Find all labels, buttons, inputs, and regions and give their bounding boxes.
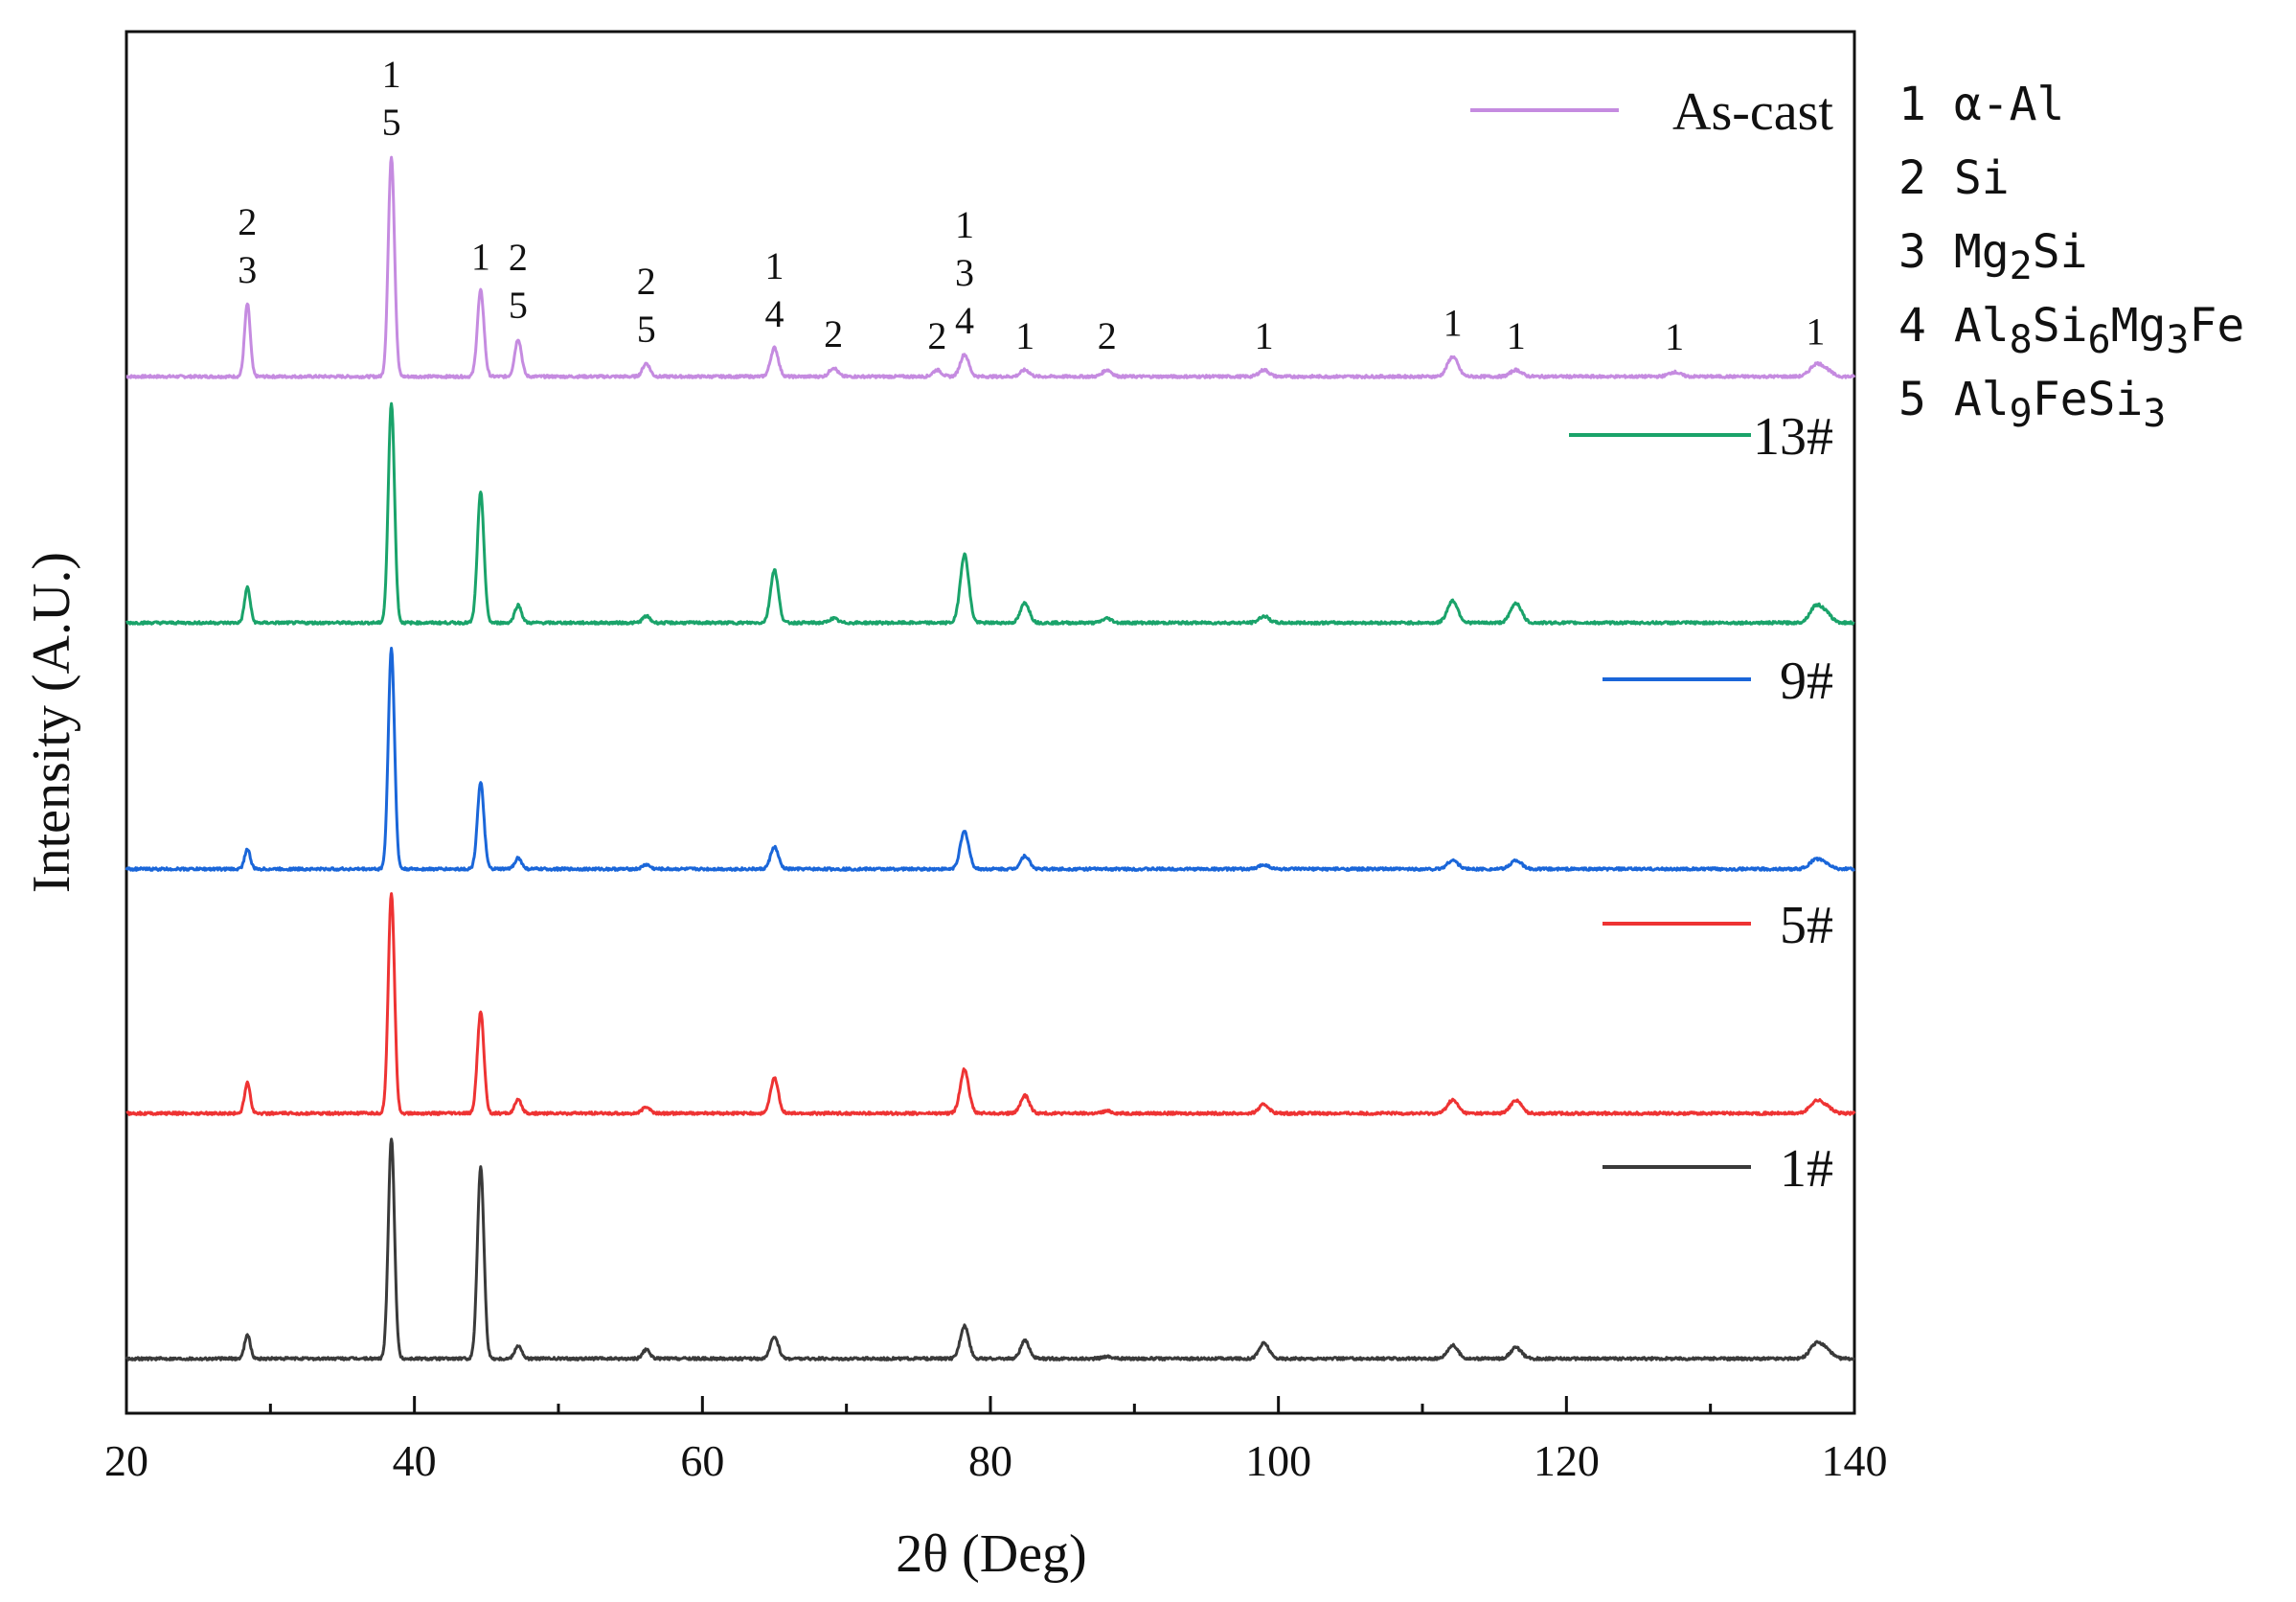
peak-label: 2: [1098, 314, 1117, 357]
phase-name-part: Fe: [2189, 299, 2244, 353]
phase-subscript: 9: [2010, 392, 2033, 436]
peak-label: 1: [1444, 301, 1463, 344]
phase-name-part: Mg: [2111, 299, 2167, 353]
peak-label: 5: [637, 308, 656, 351]
series-legend: As-cast 13# 9# 5# 1#: [1470, 82, 1833, 1199]
series-line-4: [125, 1137, 1855, 1362]
phase-number: 2: [1898, 151, 1926, 205]
peak-label: 1: [955, 203, 974, 246]
phase-number: 3: [1898, 225, 1926, 279]
phase-name: Si: [1954, 151, 2010, 205]
plot-frame: [125, 30, 1856, 1415]
series-traces: [125, 155, 1856, 1362]
phase-number: 5: [1898, 373, 1926, 426]
series-line-2: [125, 646, 1856, 872]
phase-legend-item: 5 Al9FeSi3: [1898, 373, 2166, 436]
phase-name: Al: [1954, 299, 2010, 353]
series-line-1: [125, 401, 1855, 626]
x-tick-label: 20: [104, 1436, 148, 1485]
peak-label: 3: [238, 248, 257, 291]
peak-label: 1: [382, 53, 401, 96]
x-tick-label: 60: [680, 1436, 724, 1485]
peak-label: 2: [238, 200, 257, 243]
legend-label: 5#: [1780, 896, 1833, 955]
phase-name-part: Si: [2033, 299, 2088, 353]
phase-subscript: 2: [2010, 244, 2033, 288]
phase-subscript: 3: [2166, 318, 2189, 362]
legend-entry: 1#: [1603, 1139, 1833, 1199]
peak-label: 2: [637, 260, 656, 303]
legend-label: 9#: [1780, 652, 1833, 711]
phase-subscript: 8: [2010, 318, 2033, 362]
peak-label: 4: [955, 299, 974, 342]
phase-legend-item: 1 α-Al: [1898, 78, 2064, 131]
peak-label: 4: [765, 292, 784, 335]
phase-number: 4: [1898, 299, 1926, 353]
peak-label: 1: [765, 244, 784, 287]
x-tick-label: 40: [393, 1436, 437, 1485]
phase-subscript: 6: [2088, 318, 2111, 362]
peak-label: 2: [824, 312, 843, 355]
legend-label: As-cast: [1672, 82, 1833, 142]
legend-entry: As-cast: [1470, 82, 1833, 142]
phase-number: 1: [1898, 78, 1926, 131]
peak-label: 5: [509, 284, 528, 327]
legend-entry: 13#: [1569, 407, 1833, 467]
peak-label: 2: [509, 236, 528, 279]
x-axis-ticks: 20 40 60 80 100 120 140: [104, 1396, 1888, 1485]
peak-label: 3: [955, 251, 974, 294]
phase-name-part: FeSi: [2033, 373, 2144, 426]
phase-legend-item: 4 Al8Si6Mg3Fe: [1898, 299, 2244, 362]
x-axis-label: 2θ (Deg): [896, 1524, 1086, 1584]
legend-entry: 9#: [1603, 652, 1833, 711]
peak-label: 5: [382, 101, 401, 144]
y-axis-label: Intensity (A.U.): [22, 552, 81, 893]
phase-name: α-Al: [1954, 78, 2065, 131]
x-tick-label: 80: [968, 1436, 1012, 1485]
legend-label: 1#: [1780, 1139, 1833, 1199]
x-tick-label: 120: [1534, 1436, 1600, 1485]
phase-legend-item: 3 Mg2Si: [1898, 225, 2088, 288]
phase-name-part: Si: [2033, 225, 2088, 279]
peak-label: 1: [1255, 314, 1274, 357]
series-line-3: [125, 892, 1856, 1116]
peak-label: 1: [471, 235, 490, 278]
phase-subscript: 3: [2143, 392, 2166, 436]
series-line-0: [125, 155, 1856, 379]
peak-label: 2: [927, 314, 946, 357]
peak-label: 1: [1015, 314, 1034, 357]
peak-label: 1: [1665, 315, 1684, 358]
legend-entry: 5#: [1603, 896, 1833, 955]
x-tick-label: 100: [1245, 1436, 1311, 1485]
x-tick-label: 140: [1822, 1436, 1888, 1485]
peak-label: 1: [1806, 310, 1825, 354]
phase-name: Al: [1954, 373, 2010, 426]
legend-label: 13#: [1753, 407, 1833, 467]
phase-legend-item: 2 Si: [1898, 151, 2010, 205]
peak-label: 1: [1507, 314, 1526, 357]
phase-name: Mg: [1954, 225, 2010, 279]
